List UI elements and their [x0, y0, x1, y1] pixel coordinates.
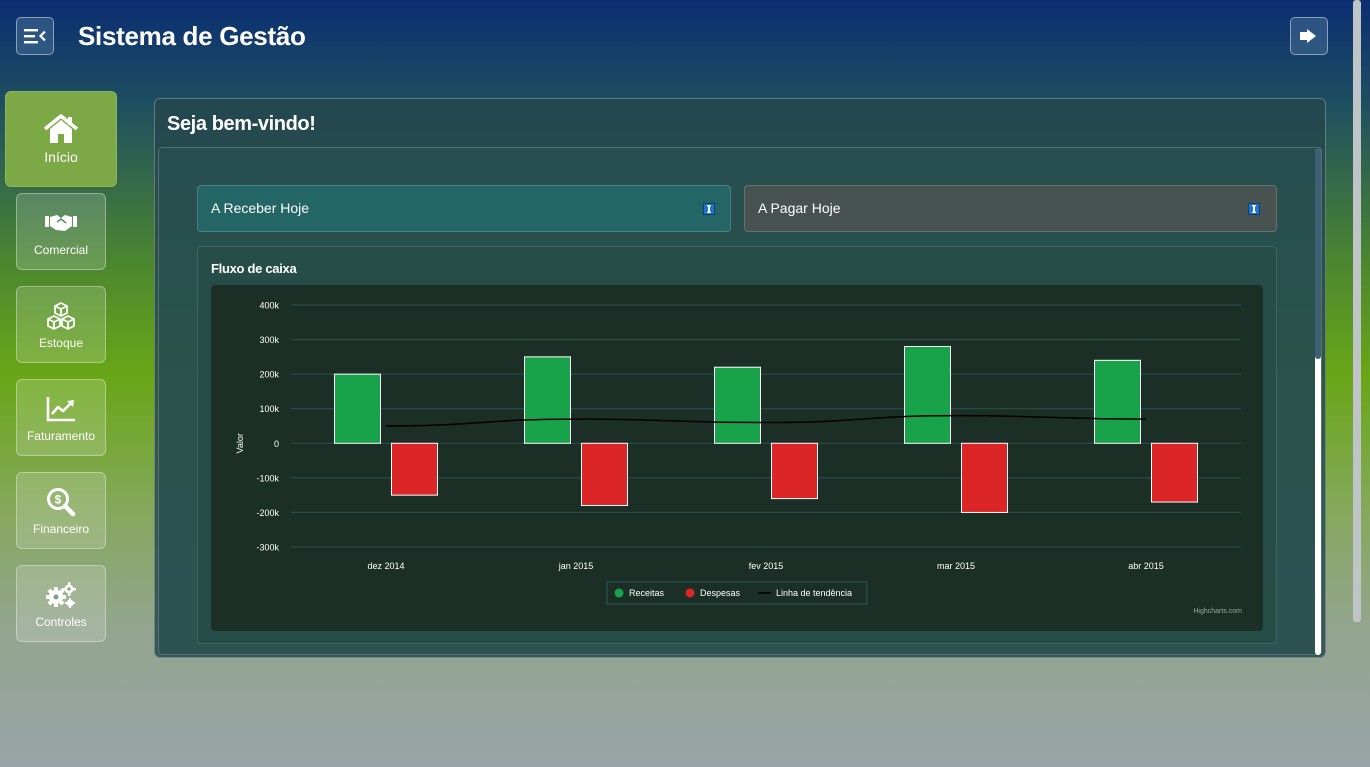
handshake-icon — [45, 207, 77, 239]
sidebar-item-estoque[interactable]: Estoque — [16, 286, 106, 363]
legend-item-receitas: Receitas — [629, 588, 665, 598]
info-icon[interactable] — [1248, 203, 1260, 215]
y-tick-label: 0 — [274, 439, 279, 449]
y-tick-label: 400k — [259, 301, 279, 311]
y-tick-label: 100k — [259, 404, 279, 414]
info-icon[interactable] — [703, 203, 715, 215]
chart-line-icon — [46, 393, 76, 425]
bar-receitas — [524, 356, 571, 444]
y-tick-label: -200k — [256, 508, 279, 518]
sidebar-item-comercial[interactable]: Comercial — [16, 193, 106, 270]
sidebar-item-faturamento[interactable]: Faturamento — [16, 379, 106, 456]
receivable-today-card[interactable]: A Receber Hoje — [197, 185, 731, 232]
legend-item-trend: Linha de tendência — [776, 588, 852, 598]
sidebar-item-label: Estoque — [38, 335, 84, 350]
bar-despesas — [771, 442, 818, 500]
sidebar-item-label: Início — [44, 149, 78, 165]
panel-scrollbar[interactable] — [1315, 149, 1321, 655]
sidebar-item-controles[interactable]: Controles — [16, 565, 106, 642]
sidebar-item-label: Controles — [35, 614, 87, 629]
boxes-icon — [46, 300, 76, 332]
sidebar-item-inicio[interactable]: Início — [5, 91, 117, 187]
legend-marker-despesas — [685, 588, 695, 598]
bar-receitas — [334, 373, 381, 444]
card-label: A Receber Hoje — [211, 200, 310, 216]
bar-receitas — [904, 345, 951, 444]
y-tick-label: 300k — [259, 335, 279, 345]
x-tick-label: dez 2014 — [367, 561, 404, 571]
trend-line — [385, 414, 1147, 427]
menu-toggle-button[interactable] — [16, 17, 54, 55]
bar-despesas — [581, 442, 628, 507]
x-tick-label: fev 2015 — [749, 561, 784, 571]
search-dollar-icon: $ — [46, 486, 76, 518]
sidebar-item-label: Financeiro — [32, 521, 90, 536]
y-tick-label: -300k — [256, 543, 279, 553]
payable-today-card[interactable]: A Pagar Hoje — [744, 185, 1277, 232]
logout-button[interactable] — [1290, 17, 1328, 55]
legend-item-despesas: Despesas — [700, 588, 741, 598]
bar-despesas — [391, 442, 438, 496]
menu-collapse-icon — [24, 29, 46, 44]
card-label: A Pagar Hoje — [758, 200, 841, 216]
app-title: Sistema de Gestão — [78, 21, 306, 51]
home-icon — [43, 113, 79, 145]
panel-scrollbar-thumb[interactable] — [1315, 149, 1321, 359]
chart-svg: 400k 300k 200k 100k 0 -100k -200k -300k Valor dez… — [235, 301, 1242, 616]
bar-despesas — [961, 442, 1008, 513]
y-axis-title: Valor — [235, 433, 245, 453]
y-tick-label: -100k — [256, 473, 279, 483]
bar-despesas — [1151, 442, 1198, 503]
cogs-icon — [45, 579, 77, 611]
svg-text:$: $ — [55, 492, 62, 506]
page-scrollbar[interactable] — [1353, 0, 1361, 622]
bar-receitas — [714, 366, 761, 444]
legend-box — [606, 581, 868, 605]
legend-marker-receitas — [614, 588, 624, 598]
chart-title: Fluxo de caixa — [211, 261, 297, 276]
cash-flow-chart[interactable]: 400k 300k 200k 100k 0 -100k -200k -300k Valor dez… — [211, 285, 1263, 631]
sign-out-icon — [1300, 29, 1316, 43]
sidebar-item-label: Comercial — [33, 242, 88, 257]
x-tick-label: abr 2015 — [1128, 561, 1164, 571]
chart-credit: Highcharts.com — [1193, 608, 1242, 615]
sidebar-item-financeiro[interactable]: $ Financeiro — [16, 472, 106, 549]
sidebar-item-label: Faturamento — [26, 428, 96, 443]
x-tick-label: mar 2015 — [937, 561, 975, 571]
page-title: Seja bem-vindo! — [167, 113, 316, 135]
y-tick-label: 200k — [259, 370, 279, 380]
bar-receitas — [1094, 359, 1141, 444]
x-tick-label: jan 2015 — [558, 561, 594, 571]
